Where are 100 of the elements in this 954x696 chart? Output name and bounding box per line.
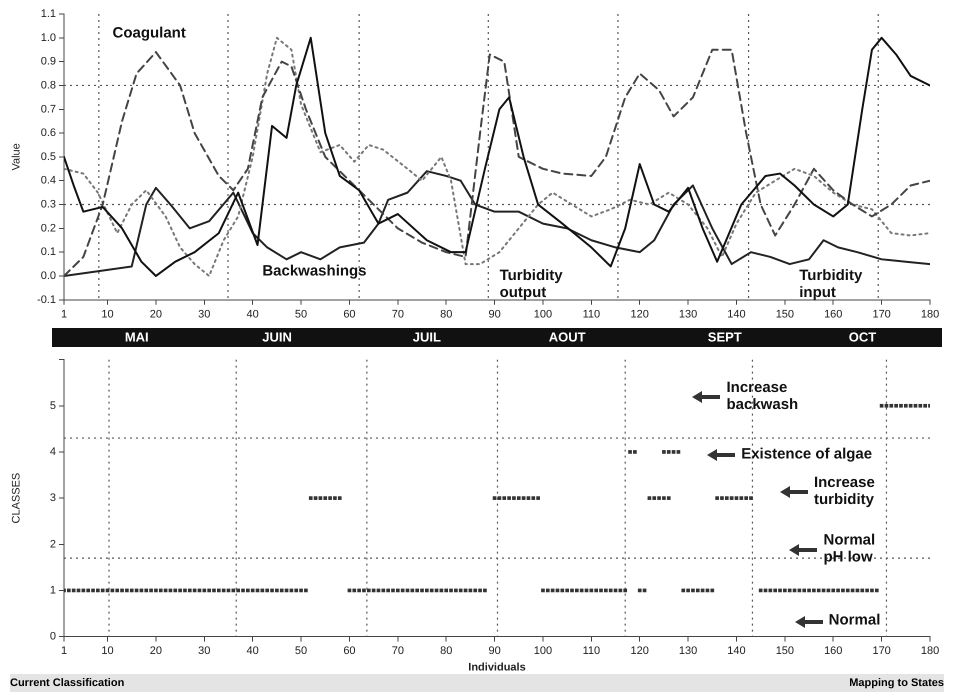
point [652, 496, 656, 500]
y-tick-label: 4 [50, 446, 56, 458]
x-tick-label: 170 [872, 645, 891, 658]
x-tick-label: 40 [246, 645, 259, 658]
annotation: Increase turbidity [814, 474, 875, 508]
point [536, 496, 540, 500]
x-tick-label: 130 [678, 645, 698, 658]
x-tick-label: 110 [582, 645, 600, 658]
text: Mapping to States [849, 677, 944, 689]
annotation: Normal [828, 612, 880, 629]
x-tick-label: 130 [678, 308, 698, 320]
annotation: Turbidity output [500, 267, 564, 302]
annotation: Turbidity input [799, 267, 863, 302]
annotation: Existence of algae [741, 445, 872, 462]
x-tick-label: 150 [776, 645, 794, 658]
point [328, 496, 332, 500]
point [628, 450, 632, 454]
point [492, 496, 496, 500]
x-tick-label: 20 [150, 308, 162, 320]
x-tick-label: 90 [488, 308, 501, 320]
point [908, 404, 912, 408]
point [918, 404, 922, 408]
x-tick-label: 70 [392, 308, 404, 320]
point [522, 496, 526, 500]
y-tick-label: 5 [50, 400, 56, 412]
x-tick-label: 90 [488, 645, 501, 658]
point [308, 496, 313, 500]
point [904, 404, 908, 408]
point [526, 496, 530, 500]
point [338, 496, 342, 500]
point [889, 404, 894, 408]
point [318, 496, 322, 500]
y-tick-label: 1.1 [40, 8, 56, 20]
point [666, 450, 671, 454]
point [314, 496, 318, 500]
annotation: Coagulant [112, 24, 186, 42]
point [715, 496, 719, 500]
y-tick-label: 0.5 [40, 150, 56, 163]
point [884, 404, 888, 408]
x-tick-label: 160 [824, 645, 842, 658]
y-tick-label: 0.3 [40, 198, 56, 211]
x-tick-label: 150 [776, 308, 794, 320]
text: Current Classification [10, 677, 124, 689]
x-tick-label: 40 [246, 308, 259, 320]
point [512, 496, 516, 500]
x-tick-label: 60 [343, 308, 356, 320]
x-axis-title: Individuals [468, 661, 526, 674]
point [730, 496, 734, 500]
y-tick-label: 1.0 [40, 32, 56, 44]
x-tick-label: 50 [294, 645, 308, 658]
point [923, 404, 927, 408]
x-tick-label: 180 [920, 308, 940, 320]
text: AOUT [548, 330, 586, 345]
x-tick-label: 100 [534, 308, 552, 320]
point [676, 450, 680, 454]
point [648, 496, 652, 500]
point [662, 496, 666, 500]
x-tick-label: 20 [150, 645, 162, 658]
point [633, 450, 637, 454]
x-tick-label: 30 [198, 308, 210, 320]
x-tick-label: 120 [630, 308, 649, 320]
point [516, 496, 521, 500]
text: JUIN [262, 330, 292, 345]
point [323, 496, 328, 500]
point [720, 496, 724, 500]
y-tick-label: -0.1 [37, 294, 56, 306]
y-tick-label: 0.4 [40, 174, 56, 187]
x-tick-label: 110 [582, 308, 600, 320]
y-tick-label: 0.0 [40, 270, 56, 282]
y-axis-title: CLASSES [10, 472, 23, 524]
point [531, 496, 536, 500]
x-tick-label: 180 [920, 645, 940, 658]
x-tick-label: 160 [824, 308, 842, 320]
y-tick-label: 0.2 [40, 222, 56, 234]
annotation: Backwashings [262, 262, 367, 280]
y-tick-label: 0.8 [40, 79, 56, 92]
annotation: Increase backwash [726, 379, 798, 414]
x-tick-label: 80 [440, 645, 452, 658]
y-tick-label: 0.1 [40, 246, 56, 258]
text: MAI [124, 330, 149, 345]
y-tick-label: 1 [50, 584, 56, 596]
y-tick-label: 0 [50, 630, 56, 643]
x-tick-label: 50 [294, 308, 308, 320]
x-tick-label: 1 [60, 645, 68, 658]
point [502, 496, 506, 500]
x-tick-label: 140 [727, 645, 746, 658]
y-tick-label: 0.7 [40, 103, 56, 116]
point [744, 496, 748, 500]
point [739, 496, 744, 500]
point [749, 496, 753, 500]
x-tick-label: 100 [534, 645, 552, 658]
x-tick-label: 10 [101, 308, 114, 320]
point [914, 404, 918, 408]
text: JUIL [412, 330, 441, 345]
x-tick-label: 70 [392, 645, 404, 658]
point [724, 496, 729, 500]
point [734, 496, 738, 500]
point [507, 496, 511, 500]
y-tick-label: 0.6 [40, 127, 56, 140]
x-tick-label: 1 [60, 308, 68, 320]
